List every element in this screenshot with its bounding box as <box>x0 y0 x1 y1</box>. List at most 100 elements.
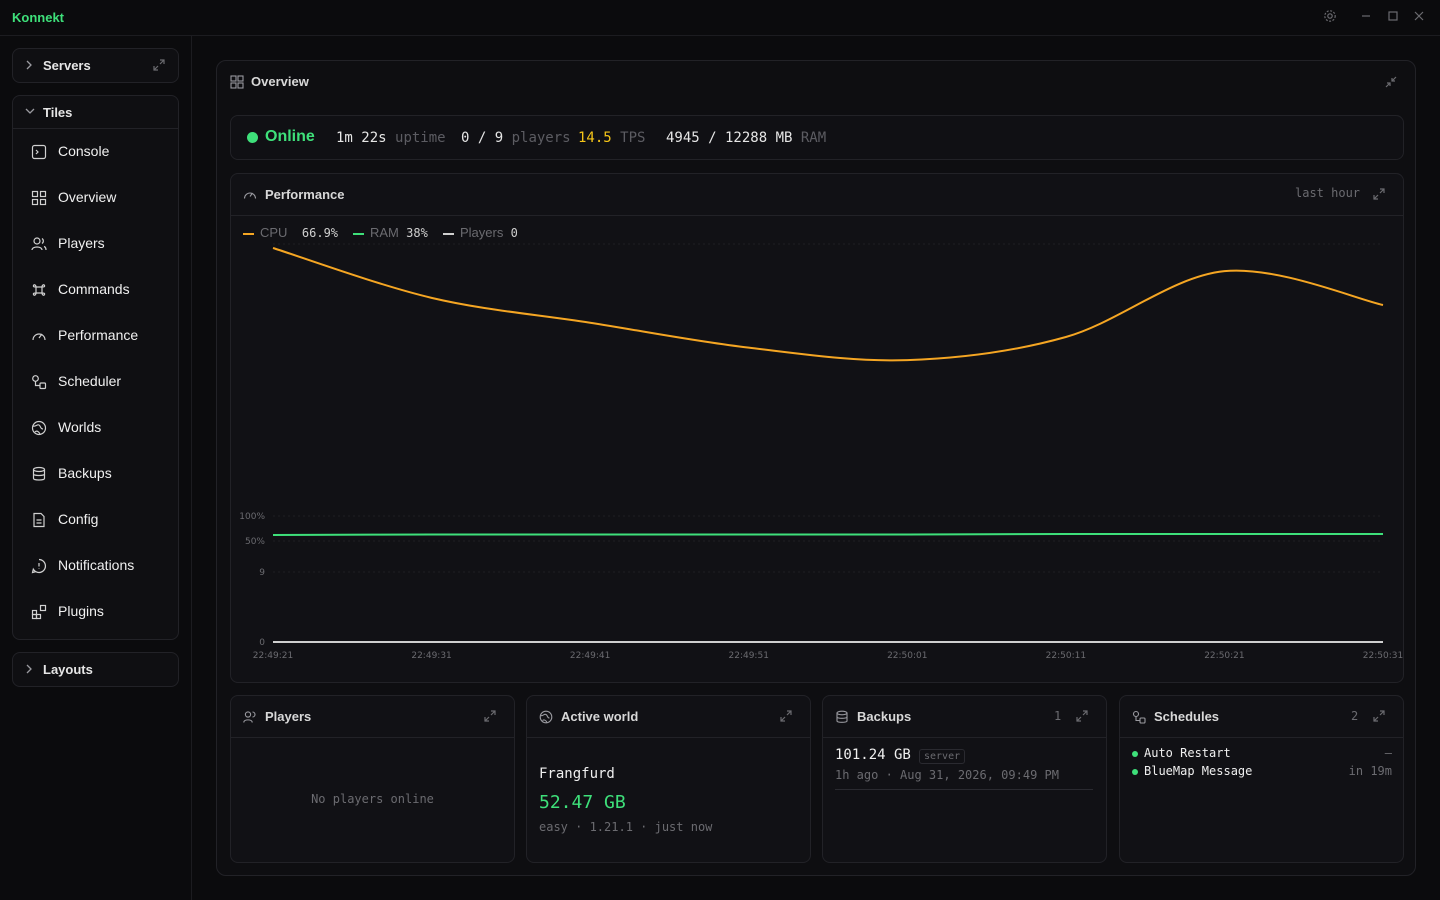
expand-icon[interactable] <box>1075 709 1089 723</box>
performance-title: Performance <box>265 187 345 202</box>
expand-icon[interactable] <box>152 58 166 72</box>
schedule-item[interactable]: Auto Restart — <box>1132 746 1392 762</box>
tiles-label: Tiles <box>43 105 73 120</box>
plugin-icon <box>31 604 47 620</box>
main-area: Overview Online 1m 22s uptime 0 / 9 play… <box>192 36 1440 900</box>
sidebar-item-console[interactable]: Console <box>19 129 172 175</box>
backup-tag: server <box>919 749 966 764</box>
overview-header: Overview <box>217 61 1415 103</box>
sidebar-item-players[interactable]: Players <box>19 221 172 267</box>
active-world-card: Active world Frangfurd 52.47 GB easy · 1… <box>526 695 811 863</box>
x-tick-label: 22:50:31 <box>1363 651 1403 661</box>
schedule-name: Auto Restart <box>1144 746 1231 760</box>
sidebar-item-label: Console <box>58 143 110 159</box>
performance-chart: 100% 50% 9 0 22:49:21 22:49:31 22:49:41 22:49:5… <box>239 243 1403 661</box>
sidebar-item-label: Config <box>58 511 99 527</box>
expand-icon[interactable] <box>483 709 497 723</box>
expand-icon[interactable] <box>1372 187 1386 201</box>
world-title: Active world <box>561 709 639 724</box>
sidebar-item-label: Scheduler <box>58 373 122 389</box>
sidebar-item-plugins[interactable]: Plugins <box>19 589 172 635</box>
sidebar-item-label: Plugins <box>58 603 104 619</box>
console-icon <box>31 144 47 160</box>
sidebar: Servers Tiles Console Overview Players <box>0 36 192 900</box>
x-tick-label: 22:49:41 <box>570 651 610 661</box>
commands-icon <box>32 284 46 296</box>
scheduler-icon <box>32 375 47 390</box>
x-tick-label: 22:49:31 <box>411 651 451 661</box>
legend-ram: RAM 38% <box>353 225 428 240</box>
world-name: Frangfurd <box>539 766 615 782</box>
sidebar-item-notifications[interactable]: Notifications <box>19 543 172 589</box>
schedule-item[interactable]: BlueMap Message in 19m <box>1132 764 1392 780</box>
time-range[interactable]: last hour <box>1295 186 1361 200</box>
legend-cpu: CPU 66.9% <box>243 225 338 240</box>
expand-icon[interactable] <box>1372 709 1386 723</box>
uptime: 1m 22s uptime <box>336 130 446 146</box>
sidebar-item-label: Backups <box>58 465 112 481</box>
layouts-section[interactable]: Layouts <box>12 652 179 687</box>
sidebar-item-backups[interactable]: Backups <box>19 451 172 497</box>
maximize-icon[interactable] <box>1384 9 1402 27</box>
backup-meta: 1h ago · Aug 31, 2026, 09:49 PM <box>835 768 1059 782</box>
ram-series-line <box>272 532 1383 536</box>
chevron-right-icon <box>26 664 32 674</box>
sidebar-item-label: Worlds <box>58 419 102 435</box>
overview-icon <box>31 190 47 206</box>
expand-icon[interactable] <box>779 709 793 723</box>
servers-section[interactable]: Servers <box>12 48 179 83</box>
backups-card: Backups 1 101.24 GB server 1h ago · Aug … <box>822 695 1107 863</box>
backups-count: 1 <box>1054 709 1062 723</box>
layouts-label: Layouts <box>43 662 93 677</box>
overview-icon <box>230 75 244 89</box>
cpu-series-line <box>272 247 1384 362</box>
sidebar-item-performance[interactable]: Performance <box>19 313 172 359</box>
schedules-title: Schedules <box>1154 709 1220 724</box>
alert-icon <box>31 558 47 574</box>
sidebar-item-worlds[interactable]: Worlds <box>19 405 172 451</box>
gauge-icon <box>32 333 46 341</box>
x-tick-label: 22:49:51 <box>729 651 769 661</box>
backup-size: 101.24 GB <box>835 747 911 763</box>
chevron-right-icon <box>26 60 32 70</box>
player-count: 0 / 9 players <box>461 130 571 146</box>
status-dot <box>1132 751 1138 757</box>
servers-label: Servers <box>43 58 91 73</box>
sidebar-item-label: Performance <box>58 327 139 343</box>
players-icon <box>31 237 47 251</box>
sidebar-item-config[interactable]: Config <box>19 497 172 543</box>
status-dot <box>1132 769 1138 775</box>
y-tick-label: 9 <box>259 568 265 578</box>
world-size: 52.47 GB <box>539 792 626 813</box>
server-state: Online <box>265 128 315 145</box>
title-bar: Konnekt <box>0 0 1440 36</box>
globe-icon <box>31 420 47 436</box>
sidebar-item-scheduler[interactable]: Scheduler <box>19 359 172 405</box>
globe-icon <box>539 710 553 724</box>
schedule-when: — <box>1384 746 1392 760</box>
performance-card: Performance last hour CPU 66.9% RAM 38% … <box>230 173 1404 683</box>
sidebar-item-commands[interactable]: Commands <box>19 267 172 313</box>
overview-title: Overview <box>251 74 309 89</box>
close-icon[interactable] <box>1410 9 1428 27</box>
ram-usage: 4945 / 12288 MB RAM <box>666 130 827 146</box>
players-card: Players No players online <box>230 695 515 863</box>
schedules-count: 2 <box>1351 709 1359 723</box>
tiles-header[interactable]: Tiles <box>13 96 178 129</box>
tiles-section: Tiles Console Overview Players Commands … <box>12 95 179 640</box>
collapse-icon[interactable] <box>1384 75 1398 89</box>
status-bar: Online 1m 22s uptime 0 / 9 players 14.5 … <box>230 115 1404 160</box>
tile-list: Console Overview Players Commands Perfor… <box>13 129 178 635</box>
y-tick-label: 0 <box>259 638 265 648</box>
schedules-card: Schedules 2 Auto Restart — BlueMap Messa… <box>1119 695 1404 863</box>
online-dot <box>247 132 258 143</box>
sidebar-item-label: Overview <box>58 189 117 205</box>
chevron-down-icon <box>25 108 35 114</box>
minimize-icon[interactable] <box>1357 9 1375 27</box>
settings-icon[interactable] <box>1321 9 1339 27</box>
scheduler-icon <box>1132 710 1146 724</box>
x-tick-label: 22:49:21 <box>253 651 293 661</box>
sidebar-item-overview[interactable]: Overview <box>19 175 172 221</box>
database-icon <box>836 710 848 723</box>
x-tick-label: 22:50:21 <box>1204 651 1244 661</box>
